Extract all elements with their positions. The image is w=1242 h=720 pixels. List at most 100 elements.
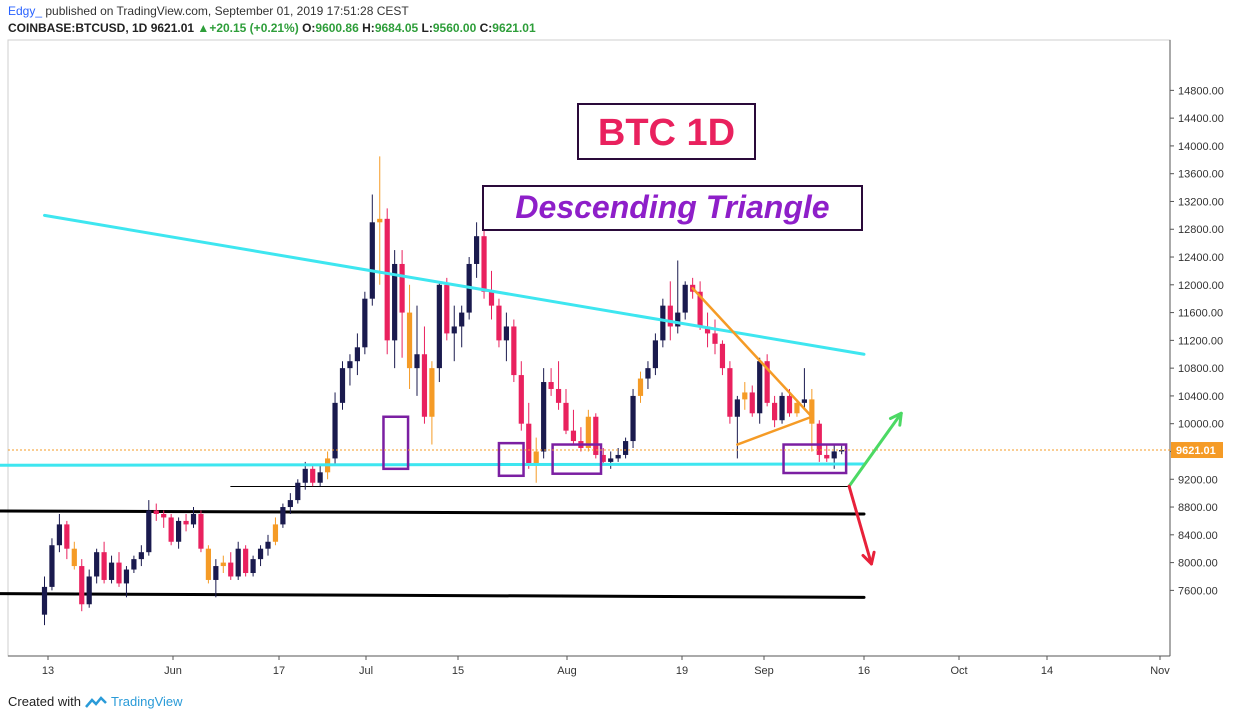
candle-body — [526, 423, 532, 466]
y-tick-label: 7600.00 — [1178, 585, 1218, 597]
candle-body — [600, 454, 606, 462]
candle-body — [555, 388, 562, 403]
y-tick-label: 14800.00 — [1178, 85, 1224, 97]
candle-body — [459, 312, 465, 327]
highlight-box — [497, 441, 525, 478]
candle-body — [220, 562, 226, 567]
open-label: O: — [302, 21, 316, 35]
candle-body — [786, 395, 793, 414]
candle-body — [190, 513, 197, 525]
candle-body — [161, 513, 167, 518]
author-link[interactable]: Edgy_ — [8, 4, 43, 18]
candle-body — [764, 361, 770, 403]
triangle-up-icon: ▲ — [197, 21, 210, 35]
candle-body — [176, 520, 182, 542]
candle-body — [615, 454, 621, 459]
candle-body — [608, 458, 614, 462]
candle-body — [697, 291, 703, 327]
candle-body — [474, 236, 480, 264]
candle-body — [310, 468, 316, 483]
candle-body — [667, 305, 673, 327]
y-tick-label: 12400.00 — [1178, 252, 1224, 264]
black-support-line-upper — [0, 509, 866, 516]
bearish-arrow — [847, 484, 873, 566]
y-tick-label: 8000.00 — [1178, 558, 1218, 570]
candle-body — [265, 541, 271, 549]
x-tick-label: 17 — [273, 665, 285, 677]
candle-body — [94, 552, 100, 577]
horizontal-support-line — [0, 462, 866, 467]
last-price-badge — [1171, 442, 1223, 459]
y-tick-label: 14000.00 — [1178, 141, 1224, 153]
candle-body — [64, 524, 70, 549]
candle-body — [757, 361, 763, 414]
candle-body — [168, 517, 174, 542]
x-tick-label: Oct — [950, 665, 967, 677]
candle-body — [369, 222, 375, 299]
candle-body — [131, 559, 137, 570]
candle-body — [205, 548, 211, 580]
tradingview-logo-icon — [85, 695, 107, 708]
high-value: 9684.05 — [374, 21, 419, 35]
candle-body — [41, 586, 48, 615]
candle-body — [749, 392, 755, 414]
candle-body — [384, 218, 390, 341]
candle-body — [183, 520, 189, 525]
candle-body — [801, 399, 807, 403]
candle-body — [198, 513, 204, 549]
x-tick-label: Sep — [754, 665, 774, 677]
candle-body — [354, 347, 360, 362]
candle-body — [101, 552, 107, 580]
x-tick-label: 13 — [42, 665, 54, 677]
candle-body — [146, 510, 152, 553]
candle-body — [734, 399, 740, 417]
tradingview-brand[interactable]: TradingView — [110, 694, 183, 709]
x-tick-label: 19 — [676, 665, 688, 677]
high-label: H: — [362, 21, 375, 35]
candle-body — [637, 378, 644, 396]
candle-body — [444, 284, 450, 334]
candle-body — [295, 482, 301, 501]
x-tick-label: 14 — [1041, 665, 1053, 677]
candle-body — [742, 392, 748, 400]
y-tick-label: 8400.00 — [1178, 530, 1218, 542]
candle-body — [503, 326, 509, 341]
highlight-box — [382, 415, 410, 471]
candle-body — [518, 375, 524, 424]
candle-body — [831, 451, 837, 459]
y-tick-label: 10800.00 — [1178, 363, 1224, 375]
highlight-box — [551, 443, 603, 475]
candle-body — [414, 354, 420, 369]
candle-body — [675, 312, 681, 327]
candle-body — [533, 451, 539, 466]
subtitle-box — [482, 185, 863, 231]
x-tick-label: Aug — [557, 665, 577, 677]
candle-body — [511, 326, 517, 376]
candle-body — [779, 395, 785, 421]
candle-body — [235, 548, 241, 577]
close-label: C: — [479, 21, 493, 35]
title-box — [577, 103, 756, 160]
candle-body — [719, 343, 726, 369]
candle-body — [712, 333, 718, 344]
candle-body — [138, 552, 144, 560]
candle-body — [287, 500, 293, 508]
candle-body — [630, 395, 636, 442]
candle-body — [317, 472, 323, 483]
candle-body — [153, 510, 159, 514]
candle-body — [406, 312, 413, 369]
candle-body — [108, 562, 115, 580]
y-tick-label: 11600.00 — [1178, 308, 1223, 320]
candle-body — [86, 576, 92, 605]
candle-body — [228, 562, 234, 577]
candle-body — [429, 368, 435, 417]
last-price: 9621.01 — [150, 21, 195, 35]
candle-body — [541, 382, 547, 452]
candle-body — [451, 326, 457, 334]
footer: Created with TradingView — [8, 694, 183, 709]
candle-body — [794, 402, 800, 414]
candle-body — [839, 450, 845, 452]
candle-body — [652, 340, 658, 369]
candle-body — [660, 305, 666, 341]
